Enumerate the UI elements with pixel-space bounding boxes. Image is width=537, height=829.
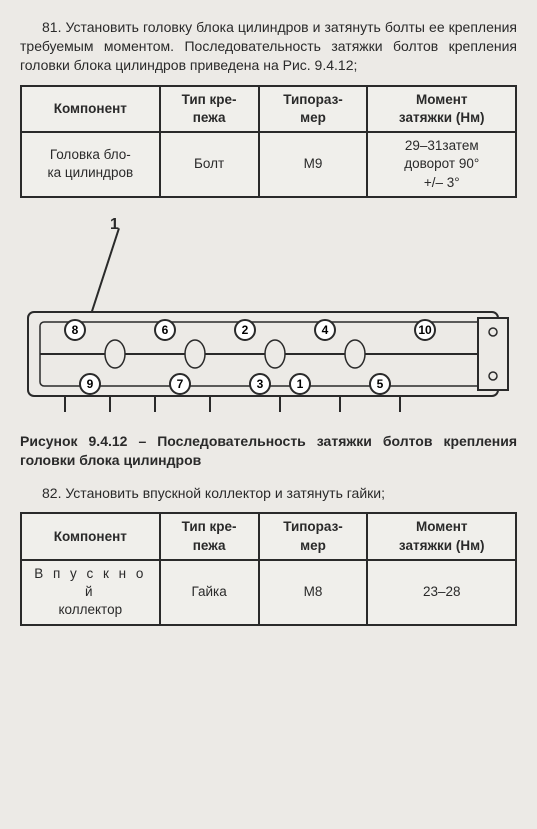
t2-r0c1: Гайка <box>160 560 259 625</box>
figure-9-4-12: 1 8 6 2 4 10 9 7 3 1 5 <box>20 214 517 424</box>
t1-r0c1: Болт <box>160 132 259 197</box>
t1-h3: Моментзатяжки (Нм) <box>367 86 516 132</box>
t2-h1: Тип кре-пежа <box>160 513 259 559</box>
t1-h2: Типораз-мер <box>259 86 368 132</box>
t1-h0: Компонент <box>21 86 160 132</box>
t2-r0c3: 23–28 <box>367 560 516 625</box>
svg-text:10: 10 <box>418 323 432 337</box>
svg-text:7: 7 <box>177 377 184 391</box>
paragraph-82: 82. Установить впускной коллектор и затя… <box>20 484 517 503</box>
cylinder-head-diagram: 8 6 2 4 10 9 7 3 1 5 <box>20 294 517 424</box>
t1-r0c3: 29–31затемдоворот 90°+/– 3° <box>367 132 516 197</box>
svg-text:3: 3 <box>257 377 264 391</box>
torque-table-1: Компонент Тип кре-пежа Типораз-мер Момен… <box>20 85 517 198</box>
svg-text:1: 1 <box>297 377 304 391</box>
figure-caption: Рисунок 9.4.12 – Последовательность затя… <box>20 432 517 470</box>
t2-r0c2: М8 <box>259 560 368 625</box>
t1-r0c0: Головка бло-ка цилиндров <box>21 132 160 197</box>
table-row: В п у с к н о йВпускнойколлекторколлекто… <box>21 560 516 625</box>
t1-h1: Тип кре-пежа <box>160 86 259 132</box>
t2-h3: Моментзатяжки (Нм) <box>367 513 516 559</box>
t2-h0: Компонент <box>21 513 160 559</box>
torque-table-2: Компонент Тип кре-пежа Типораз-мер Момен… <box>20 512 517 625</box>
svg-text:4: 4 <box>322 323 329 337</box>
svg-text:6: 6 <box>162 323 169 337</box>
table-row: Головка бло-ка цилиндров Болт М9 29–31за… <box>21 132 516 197</box>
paragraph-81: 81. Установить головку блока цилиндров и… <box>20 18 517 75</box>
svg-text:5: 5 <box>377 377 384 391</box>
t2-r0c0: В п у с к н о йВпускнойколлекторколлекто… <box>21 560 160 625</box>
t2-h2: Типораз-мер <box>259 513 368 559</box>
t1-r0c2: М9 <box>259 132 368 197</box>
svg-text:8: 8 <box>72 323 79 337</box>
svg-text:9: 9 <box>87 377 94 391</box>
svg-text:2: 2 <box>242 323 249 337</box>
